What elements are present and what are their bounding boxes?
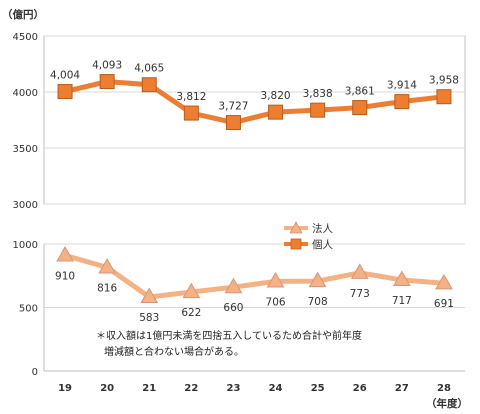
series-layer: [56, 74, 453, 304]
data-label: 3,820: [261, 90, 291, 102]
data-label: 4,093: [92, 60, 122, 72]
data-label: 3,861: [345, 86, 375, 98]
data-label: 773: [350, 288, 370, 300]
data-point-triangle: [435, 273, 453, 290]
x-tick-label: 24: [269, 383, 283, 394]
series-line-square: [62, 79, 447, 126]
data-point-triangle: [56, 246, 74, 262]
y-tick-label: 3500: [13, 144, 38, 155]
x-tick-label: 27: [395, 383, 409, 394]
x-tick-label: 19: [58, 383, 72, 394]
data-point-triangle: [350, 263, 369, 279]
label-layer: 4,004 4,093 4,065 3,812 3,727 3,820 3,838 3,861…: [50, 60, 459, 324]
legend-triangle-icon: [289, 221, 303, 234]
data-point-triangle: [266, 271, 285, 288]
y-unit-label: （億円）: [2, 8, 44, 21]
data-point-square: [57, 84, 73, 100]
x-tick-label: 28: [437, 383, 451, 394]
legend: 法人 個人: [284, 221, 333, 251]
x-tick-label: 25: [311, 383, 325, 394]
x-tick-label: 22: [184, 383, 198, 394]
data-label: 3,914: [387, 80, 417, 92]
y-tick-label: 1000: [13, 240, 38, 251]
series-line-triangle: [62, 252, 447, 300]
data-label: 3,727: [218, 101, 248, 113]
data-label: 910: [55, 270, 75, 282]
y-tick-label: 4000: [13, 88, 38, 99]
x-tick-label: 23: [226, 383, 240, 394]
data-point-square: [99, 74, 115, 90]
legend-label-corporate: 法人: [312, 222, 333, 235]
x-tick-label: 21: [142, 383, 156, 394]
y-tick-label: 0: [32, 367, 38, 378]
grid-layer: [44, 35, 465, 308]
data-point-triangle: [140, 287, 159, 304]
data-point-square: [183, 105, 199, 121]
data-label: 3,958: [429, 75, 459, 87]
x-tick-label: 20: [100, 383, 114, 394]
x-unit-label: （年度）: [426, 397, 468, 410]
data-point-square: [141, 77, 157, 93]
note-line-1: ＊収入額は1億円未満を四捨五入しているため合計や前年度: [96, 329, 362, 342]
data-point-square: [394, 94, 410, 110]
data-point-square: [352, 100, 368, 116]
data-point-triangle: [392, 270, 411, 287]
legend-label-individual: 個人: [312, 238, 333, 251]
data-point-triangle: [224, 277, 243, 294]
data-point-triangle: [182, 282, 201, 299]
data-label: 660: [223, 302, 243, 314]
y-tick-label: 4500: [13, 32, 38, 43]
x-tick-label: 26: [353, 383, 367, 394]
data-label: 717: [392, 295, 412, 307]
y-tick-label: 500: [19, 304, 38, 315]
legend-square-icon: [290, 238, 302, 250]
data-label: 816: [97, 282, 117, 294]
data-label: 4,004: [50, 70, 80, 82]
data-point-square: [268, 104, 284, 120]
data-label: 708: [308, 296, 328, 308]
data-label: 691: [434, 298, 454, 310]
data-point-square: [310, 102, 326, 118]
y-tick-label: 3000: [13, 200, 38, 211]
data-label: 4,065: [134, 63, 164, 75]
data-label: 583: [139, 312, 159, 324]
data-point-square: [436, 89, 452, 105]
data-label: 706: [266, 296, 286, 308]
data-label: 3,838: [303, 88, 333, 100]
axis-layer: 3000 3500 4000 4500 0 500 1000 19 20 21 22 23 24 25 26…: [13, 32, 451, 394]
data-label: 3,812: [176, 91, 206, 103]
note-line-2: 増減額と合わない場合がある。: [104, 345, 244, 358]
data-point-triangle: [308, 271, 327, 288]
data-point-square: [225, 115, 241, 131]
data-point-triangle: [98, 257, 117, 274]
data-label: 622: [181, 307, 201, 319]
